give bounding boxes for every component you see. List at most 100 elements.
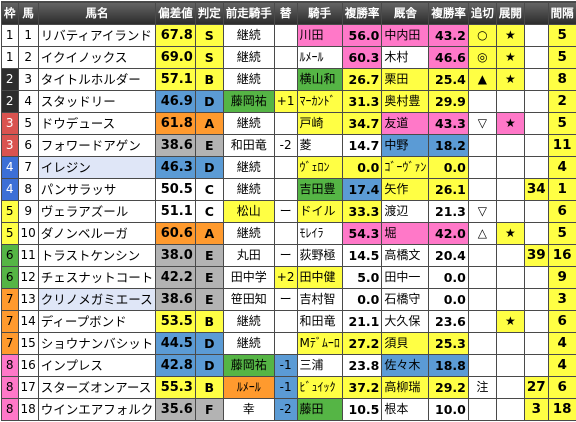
fav-cell — [523, 332, 549, 355]
interval-cell: 5 — [547, 46, 576, 69]
fav-cell — [523, 222, 549, 245]
prev-jockey-cell: 田中学 — [222, 266, 275, 289]
change-cell: -1 — [273, 354, 298, 377]
workout-cell — [467, 244, 497, 267]
rank-cell: B — [194, 68, 224, 91]
change-cell: ー — [273, 288, 298, 311]
table-row: 2 3 タイトルホルダー 57.1 B 継続 横山和 26.7 栗田 25.4 ▲ ★ 8 — [1, 68, 576, 91]
deviation-cell: 67.8 — [155, 24, 196, 47]
jockey-rate-cell: 14.7 — [341, 134, 383, 157]
stable-rate-cell: 25.4 — [428, 68, 469, 91]
fav-cell — [523, 354, 549, 377]
fav-cell: 27 — [523, 376, 549, 399]
rank-cell: D — [194, 156, 224, 179]
table-row: 7 13 クリノメガミエース 38.6 E 笹田知ー吉村智 0.0 石橋守 0.0 3 — [1, 288, 576, 311]
rank-cell: E — [194, 288, 224, 311]
header-rank: 判定 — [194, 1, 224, 25]
horse-name-cell: ウインエアフォルク — [37, 398, 157, 421]
workout-cell: ▲ — [467, 68, 497, 91]
waku-cell: 7 — [1, 332, 19, 355]
horse-name-cell: イレジン — [37, 156, 157, 179]
deviation-cell: 69.0 — [155, 46, 196, 69]
change-cell: -2 — [273, 398, 298, 421]
header-umaban: 馬 — [17, 1, 39, 25]
horse-name-cell: ヴェラアズール — [37, 200, 157, 223]
jockey-rate-cell: 14.5 — [341, 244, 383, 267]
change-cell: ー — [273, 244, 298, 267]
stable-cell: 中野 — [381, 134, 430, 157]
table-row: 3 6 フォワードアゲン 38.6 E 和田竜 -2 菱 14.7 中野 18.2 11 — [1, 134, 576, 157]
interval-cell: 3 — [547, 288, 576, 311]
pace-cell — [495, 156, 525, 179]
horse-name-cell: クリノメガミエース — [37, 288, 157, 311]
jockey-rate-cell: 27.2 — [341, 332, 383, 355]
horse-name-cell: チェスナットコート — [37, 266, 157, 289]
deviation-cell: 50.5 — [155, 178, 196, 201]
waku-cell: 3 — [1, 134, 19, 157]
horse-name-cell: スターズオンアース — [37, 376, 157, 399]
horse-name-cell: スタッドリー — [37, 90, 157, 113]
workout-cell — [467, 134, 497, 157]
fav-cell — [523, 200, 549, 223]
fav-cell — [523, 310, 549, 333]
stable-rate-cell: 10.0 — [428, 398, 469, 421]
pace-cell — [495, 178, 525, 201]
table-body: 1 1 リバティアイランド 67.8 S 継続 川田 56.0 中内田 43.2 ○ ★ 5 1 2 イクイノ… — [1, 24, 576, 421]
stable-cell: 須貝 — [381, 332, 430, 355]
change-cell — [273, 178, 298, 201]
horse-name-cell: ドウデュース — [37, 112, 157, 135]
stable-cell: 木村 — [381, 46, 430, 69]
jockey-cell: ﾏｰｶﾝﾄﾞ — [296, 90, 343, 113]
stable-rate-cell: 18.8 — [428, 354, 469, 377]
rank-cell: A — [194, 222, 224, 245]
prev-jockey-cell: 丸田 — [222, 244, 275, 267]
interval-cell: 2 — [547, 90, 576, 113]
prev-jockey-cell: 継続 — [222, 310, 275, 333]
rank-cell: A — [194, 112, 224, 135]
pace-cell: ★ — [495, 222, 525, 245]
stable-cell: 田中一 — [381, 266, 430, 289]
jockey-cell: ﾓﾚｲﾗ — [296, 222, 343, 245]
jockey-cell: 吉村智 — [296, 288, 343, 311]
pace-cell — [495, 90, 525, 113]
table-row: 7 14 ディープボンド 53.5 B 継続 和田竜 21.1 大久保 23.6 ★ 6 — [1, 310, 576, 333]
prev-jockey-cell: 継続 — [222, 112, 275, 135]
interval-cell: 6 — [547, 310, 576, 333]
stable-cell: 大久保 — [381, 310, 430, 333]
rank-cell: B — [194, 376, 224, 399]
stable-rate-cell: 46.6 — [428, 46, 469, 69]
umaban-cell: 2 — [17, 46, 39, 69]
change-cell: ー — [273, 200, 298, 223]
umaban-cell: 12 — [17, 266, 39, 289]
change-cell — [273, 332, 298, 355]
stable-cell: 佐々木 — [381, 354, 430, 377]
header-waku: 枠 — [1, 1, 19, 25]
interval-cell: 9 — [547, 266, 576, 289]
fav-cell — [523, 156, 549, 179]
change-cell — [273, 310, 298, 333]
table-row: 5 9 ヴェラアズール 51.1 C 松山ードイル 33.3 渡辺 21.3 ▽ 6 — [1, 200, 576, 223]
table-row: 5 10 ダノンベルーガ 60.6 A 継続 ﾓﾚｲﾗ 54.3 堀 42.0 △ ★ 5 — [1, 222, 576, 245]
stable-rate-cell: 29.2 — [428, 376, 469, 399]
deviation-cell: 42.8 — [155, 354, 196, 377]
waku-cell: 8 — [1, 376, 19, 399]
rank-cell: D — [194, 90, 224, 113]
rank-cell: S — [194, 24, 224, 47]
table-row: 8 18 ウインエアフォルク 35.6 F 幸 -2 藤田 10.5 根本 10.0 3 18 — [1, 398, 576, 421]
waku-cell: 6 — [1, 266, 19, 289]
horse-name-cell: タイトルホルダー — [37, 68, 157, 91]
workout-cell — [467, 288, 497, 311]
pace-cell — [495, 288, 525, 311]
umaban-cell: 10 — [17, 222, 39, 245]
jockey-cell: 川田 — [296, 24, 343, 47]
fav-cell — [523, 112, 549, 135]
table-row: 7 15 ショウナンバシット 44.5 D 継続 Mﾃﾞﾑｰﾛ 27.2 須貝 25.3 4 — [1, 332, 576, 355]
stable-cell: 根本 — [381, 398, 430, 421]
interval-cell: 5 — [547, 112, 576, 135]
horse-name-cell: ディープボンド — [37, 310, 157, 333]
interval-cell: 16 — [547, 244, 576, 267]
waku-cell: 6 — [1, 244, 19, 267]
prev-jockey-cell: 継続 — [222, 178, 275, 201]
